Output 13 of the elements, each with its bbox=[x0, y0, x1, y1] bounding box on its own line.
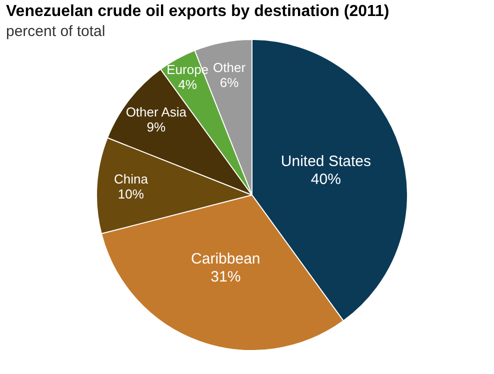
data-label: 40% bbox=[310, 171, 341, 188]
slice-label: Other bbox=[213, 60, 246, 75]
slice-label: Other Asia bbox=[126, 104, 188, 120]
data-label: 4% bbox=[178, 76, 198, 92]
slice-label: United States bbox=[280, 153, 371, 170]
data-label: 9% bbox=[146, 120, 166, 135]
slice-label: China bbox=[114, 171, 149, 186]
chart-subtitle: percent of total bbox=[6, 23, 106, 40]
data-label: 10% bbox=[118, 186, 144, 202]
data-label: 31% bbox=[210, 268, 241, 286]
slice-label: Caribbean bbox=[191, 250, 260, 268]
data-label: 6% bbox=[220, 74, 240, 90]
chart-title: Venezuelan crude oil exports by destination (2011) bbox=[6, 3, 390, 21]
